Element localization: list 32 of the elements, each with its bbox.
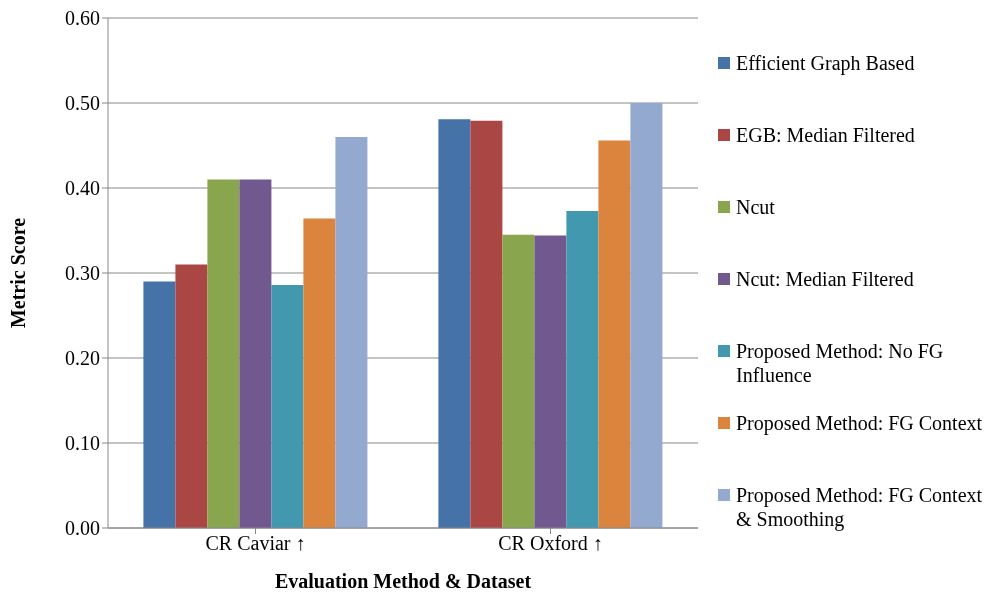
y-axis-title: Metric Score <box>7 217 30 329</box>
bar <box>630 103 663 528</box>
y-tick-label: 0.60 <box>65 7 100 30</box>
y-tick-label: 0.30 <box>65 262 100 285</box>
bar <box>207 179 240 528</box>
bar <box>271 284 304 528</box>
y-tick-label: 0.50 <box>65 92 100 115</box>
bar <box>598 140 631 528</box>
y-tick-label: 0.10 <box>65 432 100 455</box>
bar <box>143 281 176 528</box>
legend-label: Proposed Method: FG Context <box>736 411 983 435</box>
x-axis-title: Evaluation Method & Dataset <box>274 570 532 592</box>
x-tick-label: CR Caviar ↑ <box>205 532 306 555</box>
legend-label: Proposed Method: FG Context & Smoothing <box>736 483 984 531</box>
y-tick-label: 0.40 <box>65 177 100 200</box>
bar <box>175 264 208 528</box>
y-tick-label: 0.00 <box>65 517 100 540</box>
bar <box>502 234 535 528</box>
bar <box>470 120 503 528</box>
bar <box>303 218 336 528</box>
bar <box>566 210 599 528</box>
legend-label: Efficient Graph Based <box>736 51 915 75</box>
bar <box>534 235 567 528</box>
bar <box>335 137 368 528</box>
x-tick-label: CR Oxford ↑ <box>498 532 603 555</box>
bar <box>239 179 272 528</box>
legend-label: Proposed Method: No FG Influence <box>736 339 945 387</box>
legend-label: EGB: Median Filtered <box>736 123 915 147</box>
legend-label: Ncut <box>736 195 775 219</box>
y-tick-label: 0.20 <box>65 347 100 370</box>
legend-label: Ncut: Median Filtered <box>736 267 914 291</box>
bar <box>438 119 471 528</box>
